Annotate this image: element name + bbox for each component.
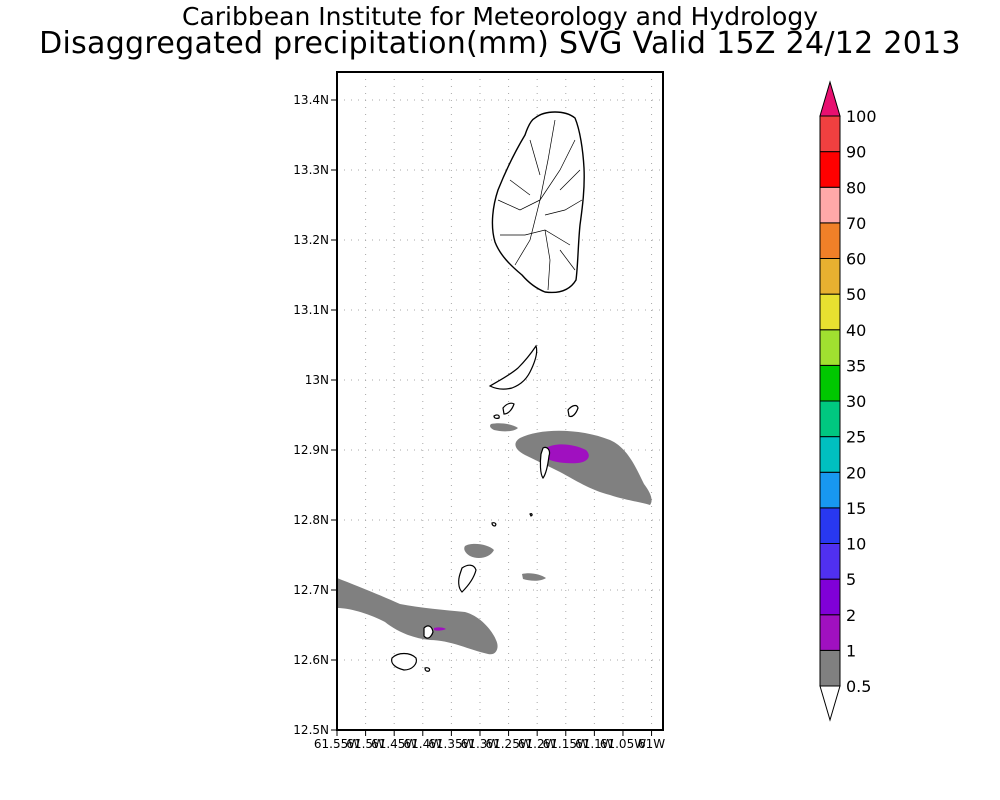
title-institute: Caribbean Institute for Meteorology and …: [182, 2, 818, 31]
colorbar-swatch: [819, 471, 841, 509]
colorbar-label: 25: [846, 428, 866, 447]
colorbar-label: 50: [846, 285, 866, 304]
lon-tick-label: 61.15W: [543, 737, 589, 751]
lon-tick-label: 61.2W: [518, 737, 557, 751]
latitude-axis: 13.4N 13.3N 13.2N 13.1N 13N 12.9N 12.8N 12.7N 12…: [293, 93, 337, 737]
colorbar-swatch: [819, 614, 841, 651]
lat-tick-label: 13.3N: [293, 163, 329, 177]
precip-area-south: [337, 578, 498, 655]
lat-tick-label: 13N: [305, 373, 329, 387]
colorbar-arrow-low: [819, 685, 841, 722]
colorbar-swatch: [819, 151, 841, 188]
colorbar-label: 100: [846, 107, 877, 126]
colorbar-swatch: [819, 507, 841, 544]
colorbar-label: 90: [846, 143, 866, 162]
colorbar-swatch: [819, 400, 841, 438]
map-frame: [336, 71, 664, 731]
coastline-st-lucia: [491, 111, 585, 294]
colorbar-swatch: [819, 649, 841, 687]
lon-tick-label: 61.25W: [485, 737, 531, 751]
lon-tick-label: 61.45W: [371, 737, 417, 751]
colorbar-label: 80: [846, 178, 866, 197]
lat-tick-label: 12.7N: [293, 583, 329, 597]
colorbar-swatch: [819, 436, 841, 473]
lon-tick-label: 61.05W: [600, 737, 646, 751]
lon-tick-label: 61.55W: [314, 737, 360, 751]
lon-tick-label: 61W: [638, 737, 665, 751]
colorbar-label: 70: [846, 214, 866, 233]
colorbar-swatch: [819, 293, 841, 331]
colorbar-label: 30: [846, 392, 866, 411]
lat-tick-label: 12.9N: [293, 443, 329, 457]
grid-lines: [337, 72, 663, 730]
colorbar-label: 40: [846, 321, 866, 340]
colorbar-label: 20: [846, 463, 866, 482]
coastline-st-vincent-grenadines: [391, 344, 579, 672]
colorbar-label: 60: [846, 250, 866, 269]
colorbar-swatch: [819, 543, 841, 580]
lon-tick-label: 61.5W: [346, 737, 385, 751]
precip-core-2mm: [434, 444, 589, 631]
lon-tick-label: 61.35W: [428, 737, 474, 751]
st-lucia-rivers: [497, 119, 583, 291]
lat-tick-label: 13.4N: [293, 93, 329, 107]
lat-tick-label: 12.6N: [293, 653, 329, 667]
lat-tick-label: 12.5N: [293, 723, 329, 737]
colorbar-label: 35: [846, 356, 866, 375]
colorbar-swatch: [819, 329, 841, 366]
colorbar-label: 1: [846, 641, 856, 660]
colorbar-swatch: [819, 578, 841, 616]
lon-tick-label: 61.3W: [461, 737, 500, 751]
colorbar-label: 0.5: [846, 677, 871, 696]
colorbar-label: 2: [846, 606, 856, 625]
lon-tick-label: 61.1W: [575, 737, 614, 751]
lat-tick-label: 13.1N: [293, 303, 329, 317]
lat-tick-label: 12.8N: [293, 513, 329, 527]
colorbar-label: 10: [846, 535, 866, 554]
colorbar-swatch: [819, 258, 841, 295]
colorbar-label: 5: [846, 570, 856, 589]
lat-tick-label: 13.2N: [293, 233, 329, 247]
title-product: Disaggregated precipitation(mm) SVG Vali…: [39, 26, 961, 61]
longitude-axis: 61.55W61.5W61.45W61.4W61.35W61.3W61.25W6…: [314, 730, 665, 751]
colorbar-label: 15: [846, 499, 866, 518]
colorbar-arrow-high: [819, 80, 841, 117]
colorbar-swatch: [819, 115, 841, 153]
colorbar-swatch: [819, 222, 841, 259]
lon-tick-label: 61.4W: [403, 737, 442, 751]
colorbar-swatch: [819, 186, 841, 224]
colorbar-swatch: [819, 364, 841, 402]
